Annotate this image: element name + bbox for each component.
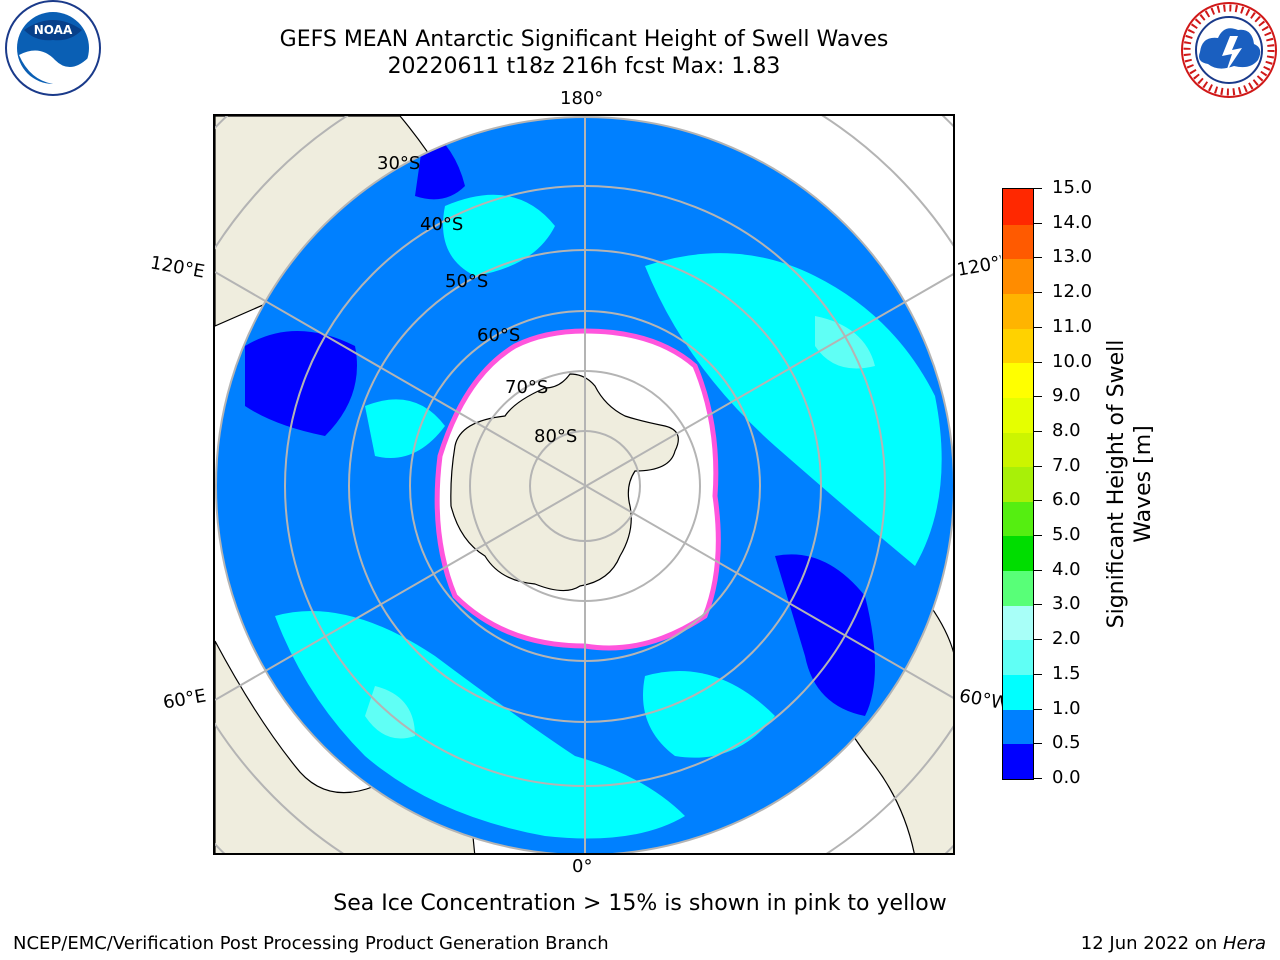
colorbar-tick [1034, 639, 1042, 641]
colorbar-segment [1003, 258, 1033, 294]
colorbar-segment [1003, 674, 1033, 710]
colorbar-segment [1003, 501, 1033, 537]
colorbar-tick-label: 9.0 [1052, 385, 1081, 407]
colorbar-tick [1034, 396, 1042, 398]
colorbar-tick-label: 5.0 [1052, 524, 1081, 546]
lat-label-80s: 80°S [534, 426, 578, 447]
colorbar-segment [1003, 431, 1033, 468]
lat-label-70s: 70°S [505, 377, 549, 398]
polar-stereographic-plot [215, 116, 953, 853]
lat-label-40s: 40°S [420, 214, 464, 235]
colorbar-tick-label: 10.0 [1052, 350, 1093, 372]
colorbar-tick-label: 3.0 [1052, 593, 1081, 615]
colorbar-tick-label: 6.0 [1052, 489, 1081, 511]
colorbar-tick-label: 7.0 [1052, 454, 1081, 476]
colorbar-tick-label: 4.0 [1052, 558, 1081, 580]
colorbar-tick [1034, 500, 1042, 502]
colorbar-segment [1003, 189, 1033, 225]
noaa-logo-icon: NOAA [5, 0, 101, 96]
colorbar-tick [1034, 326, 1042, 328]
colorbar-tick [1034, 257, 1042, 259]
colorbar-tick [1034, 708, 1042, 710]
lat-label-30s: 30°S [377, 153, 421, 174]
colorbar-tick [1034, 778, 1042, 779]
colorbar-tick-label: 1.0 [1052, 697, 1081, 719]
colorbar-tick-label: 11.0 [1052, 315, 1093, 337]
lon-label-bottom: 0° [572, 856, 593, 877]
lon-label-lower-left: 60°E [161, 685, 208, 714]
colorbar-tick-label: 15.0 [1052, 177, 1093, 198]
colorbar-tick [1034, 743, 1042, 745]
lat-label-60s: 60°S [477, 325, 521, 346]
colorbar-segment [1003, 743, 1033, 779]
lat-label-50s: 50°S [445, 271, 489, 292]
moderate-swell-regions [275, 194, 942, 839]
colorbar-tick [1034, 222, 1042, 224]
colorbar-segment [1003, 362, 1033, 398]
colorbar-tick-label: 12.0 [1052, 281, 1093, 303]
sea-ice-note: Sea Ice Concentration > 15% is shown in … [333, 891, 947, 916]
colorbar-tick-label: 0.5 [1052, 732, 1081, 754]
colorbar-segment [1003, 639, 1033, 676]
colorbar-tick [1034, 569, 1042, 571]
low-swell-regions [245, 126, 875, 716]
colorbar-segment [1003, 328, 1033, 364]
colorbar-tick-label: 13.0 [1052, 246, 1093, 268]
polar-map: 30°S 40°S 50°S 60°S 70°S 80°S [213, 114, 955, 855]
colorbar-tick [1034, 673, 1042, 675]
colorbar-tick [1034, 292, 1042, 294]
lon-label-top: 180° [560, 88, 604, 109]
lon-label-lower-right: 60°W [957, 686, 1004, 714]
colorbar-tick [1034, 361, 1042, 363]
map-title: GEFS MEAN Antarctic Significant Height o… [279, 27, 889, 52]
lon-label-upper-right: 120°W [955, 253, 1004, 281]
colorbar-tick [1034, 430, 1042, 432]
colorbar-tick-label: 2.0 [1052, 628, 1081, 650]
colorbar-tick-label: 8.0 [1052, 419, 1081, 441]
colorbar-segment [1003, 466, 1033, 502]
footer-date: 12 Jun 2022 on Hera [1080, 933, 1266, 954]
colorbar-segment [1003, 605, 1033, 641]
colorbar-segment [1003, 397, 1033, 433]
colorbar-tick-label: 0.0 [1052, 767, 1081, 788]
antarctica [450, 373, 679, 592]
colorbar-tick [1034, 465, 1042, 467]
colorbar-tick-label: 14.0 [1052, 211, 1093, 233]
colorbar-tick [1034, 188, 1042, 189]
longitude-grid [215, 116, 953, 853]
nws-logo-icon [1181, 2, 1277, 98]
colorbar-segment [1003, 535, 1033, 572]
colorbar-segment [1003, 570, 1033, 606]
colorbar-segment [1003, 293, 1033, 329]
colorbar-segment [1003, 224, 1033, 260]
footer-credit: NCEP/EMC/Verification Post Processing Pr… [13, 933, 609, 954]
colorbar-tick [1034, 604, 1042, 606]
colorbar-tick [1034, 535, 1042, 537]
colorbar-tick-label: 1.5 [1052, 662, 1081, 684]
colorbar [1002, 188, 1034, 780]
svg-text:NOAA: NOAA [34, 23, 73, 37]
colorbar-segment [1003, 709, 1033, 745]
higher-swell-regions [365, 316, 875, 739]
lon-label-upper-left: 120°E [148, 252, 207, 283]
map-subtitle: 20220611 t18z 216h fcst Max: 1.83 [387, 54, 781, 79]
